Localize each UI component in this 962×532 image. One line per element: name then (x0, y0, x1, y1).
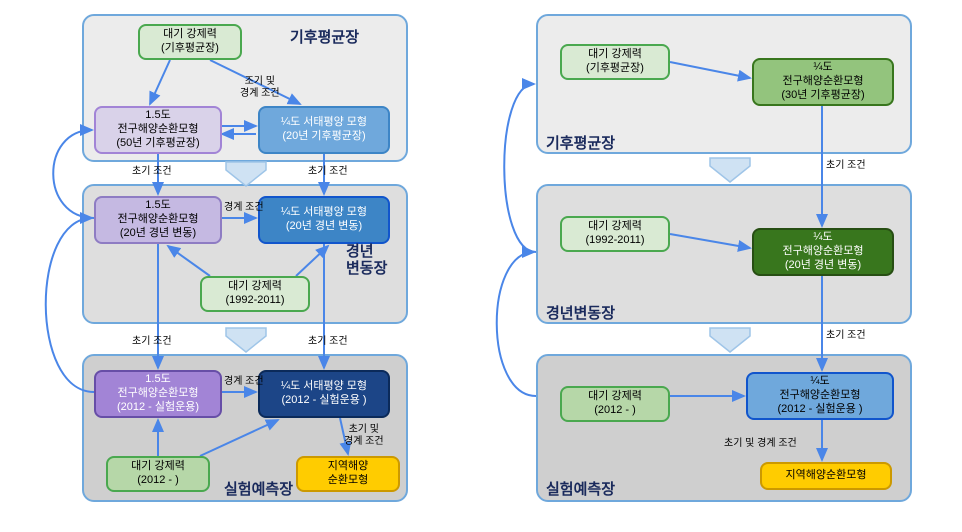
box-l-d1: 1.5도 전구해양순환모형 (2012 - 실험운용) (94, 370, 222, 418)
box-l-c3: 대기 강제력 (1992-2011) (200, 276, 310, 312)
box-r-c3: 지역해양순환모형 (760, 462, 892, 490)
box-line: 전구해양순환모형 (118, 123, 199, 137)
edge-label: 초기 조건 (308, 336, 348, 348)
title-rp2: 경년변동장 (546, 302, 615, 323)
box-l-d2: ¼도 서태평양 모형 (2012 - 실험운용 ) (258, 370, 390, 418)
box-line: 전구해양순환모형 (783, 75, 864, 89)
box-l-d3: 대기 강제력 (2012 - ) (106, 456, 210, 492)
box-line: (2012 - ) (594, 404, 636, 418)
box-line: (2012 - ) (137, 474, 179, 488)
box-line: (20년 경년 변동) (785, 259, 861, 273)
edge-label: 경계 조건 (224, 376, 264, 388)
box-line: 대기 강제력 (163, 28, 217, 42)
box-line: ¼도 서태평양 모형 (281, 206, 367, 220)
box-line: 순환모형 (328, 474, 368, 488)
title-rp1: 기후평균장 (546, 132, 615, 153)
box-line: 전구해양순환모형 (118, 387, 199, 401)
box-line: (20년 경년 변동) (286, 220, 362, 234)
box-l-a1: 대기 강제력 (기후평균장) (138, 24, 242, 60)
box-line: (2012 - 실험운용) (117, 401, 199, 415)
box-r-c2: ¼도 전구해양순환모형 (2012 - 실험운용 ) (746, 372, 894, 420)
edge-label: 초기 조건 (308, 166, 348, 178)
box-line: (1992-2011) (225, 294, 284, 308)
box-l-c1: 1.5도 전구해양순환모형 (20년 경년 변동) (94, 196, 222, 244)
box-line: ¼도 (813, 231, 832, 245)
box-l-d4: 지역해양 순환모형 (296, 456, 400, 492)
title-lp3: 실험예측장 (224, 478, 293, 499)
box-line: (2012 - 실험운용 ) (777, 403, 862, 417)
box-line: ¼도 (813, 61, 832, 75)
box-line: (1992-2011) (585, 234, 644, 248)
box-r-c1: 대기 강제력 (2012 - ) (560, 386, 670, 422)
box-line: 지역해양 (328, 460, 368, 474)
edge-label: 초기 및 경계 조건 (724, 438, 797, 450)
edge-label: 경계 조건 (224, 202, 264, 214)
box-line: 대기 강제력 (588, 48, 642, 62)
box-r-b1: 대기 강제력 (1992-2011) (560, 216, 670, 252)
title-lp1: 기후평균장 (290, 26, 359, 47)
box-line: ¼도 (810, 375, 829, 389)
fat-arrow-r2 (700, 326, 760, 356)
box-l-c2: ¼도 서태평양 모형 (20년 경년 변동) (258, 196, 390, 244)
box-line: 지역해양순환모형 (786, 469, 867, 483)
edge-label: 조기 및 경계 조건 (240, 76, 280, 99)
box-line: 전구해양순환모형 (783, 245, 864, 259)
box-line: 대기 강제력 (228, 280, 282, 294)
title-line: 경년 변동장 (346, 243, 387, 277)
box-l-b2: ¼도 서태평양 모형 (20년 기후평균장) (258, 106, 390, 154)
box-line: 전구해양순환모형 (780, 389, 861, 403)
box-line: (2012 - 실험운용 ) (281, 394, 366, 408)
box-r-a2: ¼도 전구해양순환모형 (30년 기후평균장) (752, 58, 894, 106)
edge-label: 초기 조건 (132, 166, 172, 178)
edge-label: 초기 조건 (132, 336, 172, 348)
fat-arrow-2 (216, 326, 276, 356)
box-line: (20년 기후평균장) (282, 130, 365, 144)
fat-arrow-r1 (700, 156, 760, 186)
box-line: 1.5도 (145, 109, 170, 123)
edge-label: 초기 및 경계 조건 (344, 424, 384, 447)
box-line: (20년 경년 변동) (120, 227, 196, 241)
box-line: (기후평균장) (586, 62, 644, 76)
box-line: (30년 기후평균장) (781, 89, 864, 103)
title-lp2: 경년 변동장 (346, 244, 387, 277)
box-line: 1.5도 (145, 373, 170, 387)
box-line: 전구해양순환모형 (118, 213, 199, 227)
box-line: (기후평균장) (161, 42, 219, 56)
title-rp3: 실험예측장 (546, 478, 615, 499)
box-line: 대기 강제력 (131, 460, 185, 474)
box-line: 대기 강제력 (588, 220, 642, 234)
box-r-b2: ¼도 전구해양순환모형 (20년 경년 변동) (752, 228, 894, 276)
box-line: 대기 강제력 (588, 390, 642, 404)
box-l-b1: 1.5도 전구해양순환모형 (50년 기후평균장) (94, 106, 222, 154)
box-line: 1.5도 (145, 199, 170, 213)
box-line: ¼도 서태평양 모형 (281, 116, 367, 130)
box-line: (50년 기후평균장) (116, 137, 199, 151)
box-line: ¼도 서태평양 모형 (281, 380, 367, 394)
box-r-a1: 대기 강제력 (기후평균장) (560, 44, 670, 80)
edge-label: 초기 조건 (826, 330, 866, 342)
edge-label: 초기 조건 (826, 160, 866, 172)
